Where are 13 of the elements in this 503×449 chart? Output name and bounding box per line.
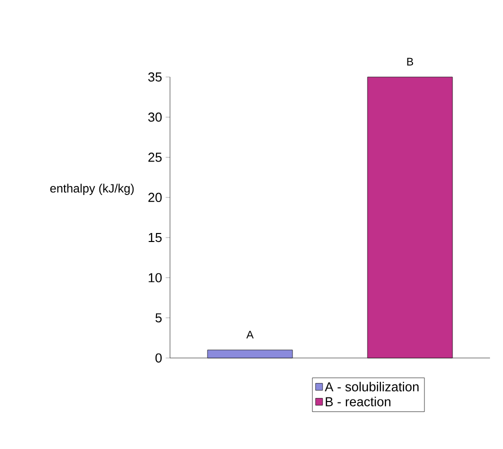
y-tick-label: 5 xyxy=(155,313,162,322)
legend-label: B - reaction xyxy=(326,396,390,406)
y-tick-label: 0 xyxy=(155,353,162,363)
y-tick-label: 15 xyxy=(148,233,162,242)
y-tick-label: 25 xyxy=(148,152,162,162)
y-tick-label: 10 xyxy=(148,273,162,282)
x-tick-label: A xyxy=(246,330,254,338)
y-axis-title: enthalpy (kJ/kg) xyxy=(50,184,134,195)
x-tick-label: B xyxy=(407,58,414,66)
y-tick-label: 30 xyxy=(148,112,162,122)
legend-label: A - solubilization xyxy=(324,382,419,392)
y-tick-label: 20 xyxy=(148,192,162,202)
y-tick-label: 35 xyxy=(148,72,162,82)
